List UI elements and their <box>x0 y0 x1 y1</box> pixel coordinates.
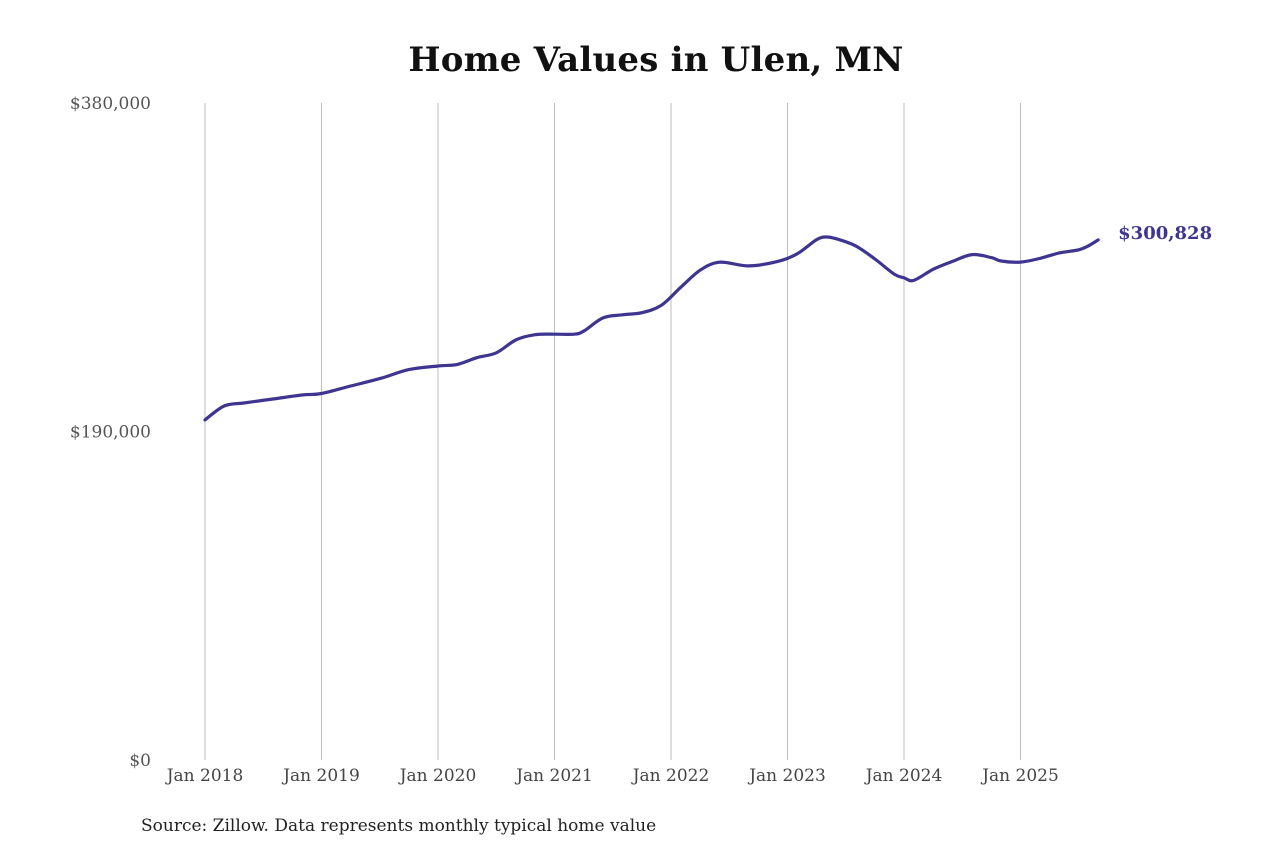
y-axis: $0 $190,000 $380,000 <box>70 94 151 771</box>
home-value-line <box>203 235 1100 422</box>
x-tick-label: Jan 2023 <box>747 766 826 786</box>
x-tick-label: Jan 2019 <box>281 766 360 786</box>
x-tick-label: Jan 2022 <box>631 766 710 786</box>
y-tick-label: $190,000 <box>70 423 151 443</box>
chart-title: Home Values in Ulen, MN <box>408 40 904 80</box>
y-tick-label: $380,000 <box>70 94 151 114</box>
x-tick-label: Jan 2024 <box>864 766 943 786</box>
latest-value-label: $300,828 <box>1118 223 1212 244</box>
x-tick-label: Jan 2020 <box>398 766 477 786</box>
vertical-gridlines <box>204 103 1021 760</box>
x-tick-label: Jan 2018 <box>165 766 244 786</box>
x-axis: Jan 2018 Jan 2019 Jan 2020 Jan 2021 Jan 2022… <box>165 766 1059 786</box>
source-note: Source: Zillow. Data represents monthly … <box>141 816 657 836</box>
x-tick-label: Jan 2021 <box>514 766 593 786</box>
y-tick-label: $0 <box>129 751 151 771</box>
x-tick-label: Jan 2025 <box>980 766 1059 786</box>
